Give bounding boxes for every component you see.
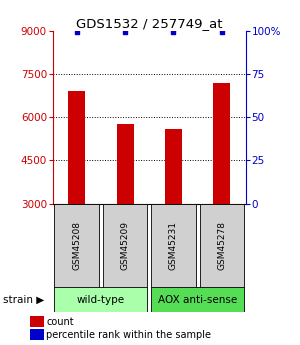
Text: GSM45209: GSM45209 [121, 221, 130, 270]
Text: strain ▶: strain ▶ [3, 295, 44, 305]
Bar [54, 287, 147, 312]
Text: GSM45278: GSM45278 [217, 221, 226, 270]
Bar [213, 83, 230, 204]
Text: percentile rank within the sample: percentile rank within the sample [46, 330, 211, 339]
Text: wild-type: wild-type [77, 295, 125, 305]
Bar [54, 204, 99, 288]
Bar [103, 204, 147, 288]
Point [123, 30, 128, 35]
Text: GSM45231: GSM45231 [169, 221, 178, 270]
Bar [117, 125, 134, 204]
Point [74, 30, 79, 35]
Bar [151, 204, 196, 288]
Bar [165, 129, 182, 204]
Title: GDS1532 / 257749_at: GDS1532 / 257749_at [76, 17, 223, 30]
Text: AOX anti-sense: AOX anti-sense [158, 295, 237, 305]
Bar [68, 91, 85, 204]
Bar [200, 204, 244, 288]
Text: GSM45208: GSM45208 [72, 221, 81, 270]
Bar [151, 287, 244, 312]
Point [171, 30, 176, 35]
Text: count: count [46, 317, 74, 326]
Point [219, 30, 224, 35]
